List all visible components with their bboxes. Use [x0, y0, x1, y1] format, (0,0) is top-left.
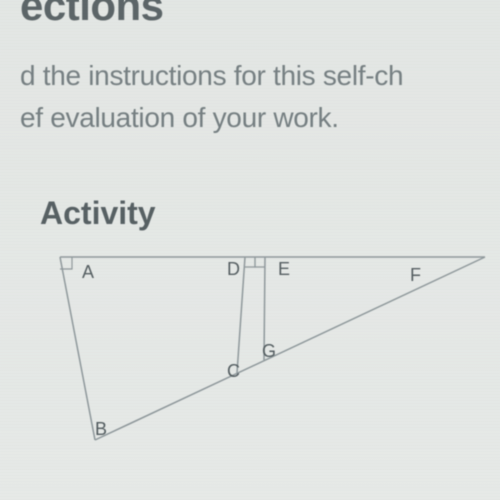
label-G: G	[262, 341, 276, 361]
geometry-diagram: A D E F B C G	[40, 245, 490, 470]
activity-heading: Activity	[40, 195, 156, 232]
label-C: C	[227, 361, 240, 381]
label-E: E	[278, 259, 290, 279]
right-angle-E	[255, 257, 265, 267]
triangle-svg: A D E F B C G	[40, 245, 490, 470]
edge-AB	[60, 257, 95, 440]
label-B: B	[95, 419, 107, 439]
edge-BF-hypotenuse	[95, 257, 485, 440]
label-D: D	[227, 259, 240, 279]
label-F: F	[410, 265, 421, 285]
instruction-text-line2: ef evaluation of your work.	[20, 102, 339, 134]
label-A: A	[82, 262, 94, 282]
right-angle-D	[245, 257, 255, 267]
page-heading-fragment: ections	[20, 0, 164, 30]
instruction-text-line1: d the instructions for this self-ch	[20, 60, 403, 92]
